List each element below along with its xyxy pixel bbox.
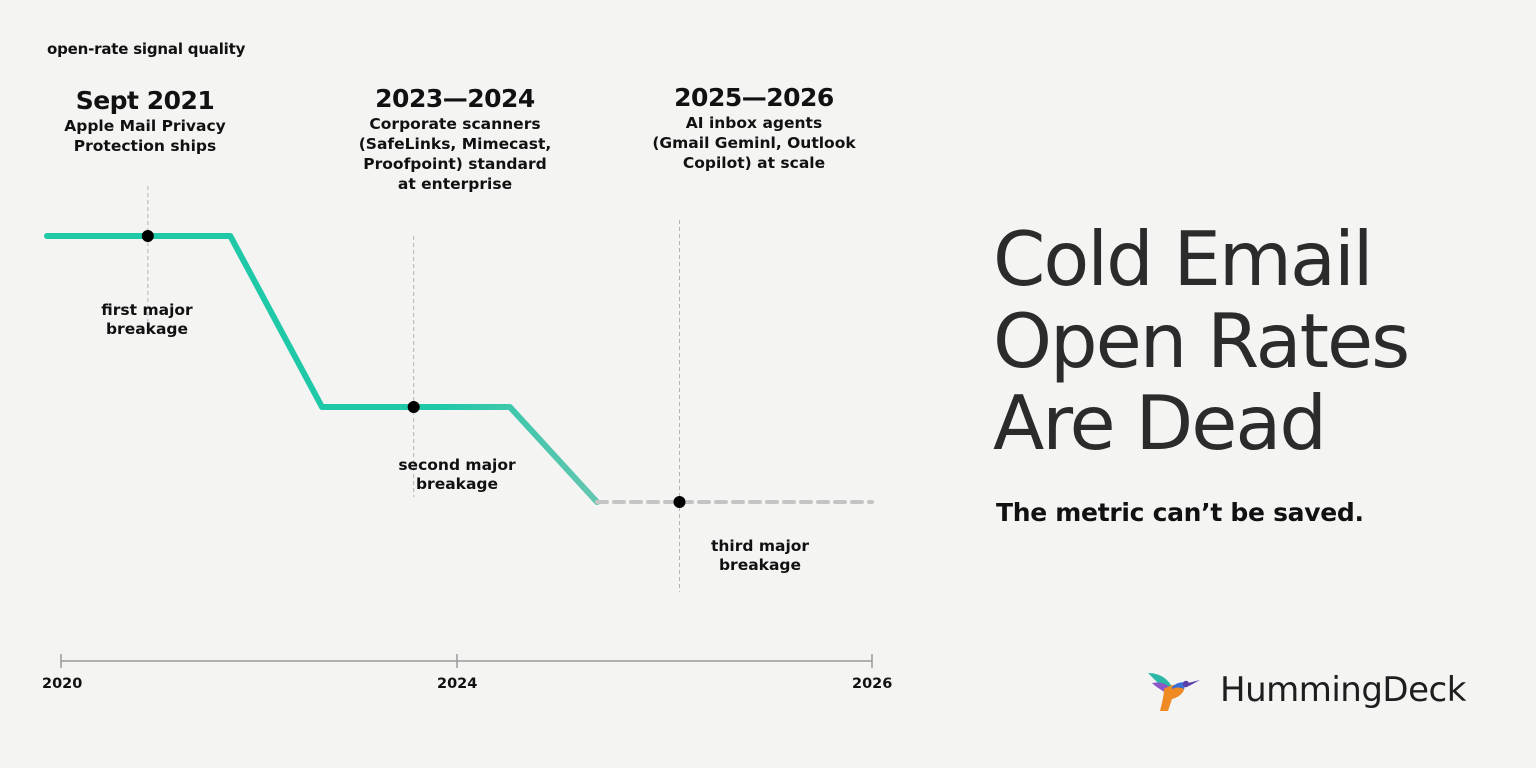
breakage-marker (673, 496, 686, 508)
hummingbird-icon (1148, 673, 1200, 711)
breakage-marker (407, 401, 420, 413)
timeline-chart (44, 186, 874, 668)
event-2023-2024: 2023—2024 Corporate scanners (SafeLinks,… (335, 84, 575, 194)
breakage-label-second: second major breakage (398, 456, 516, 493)
event-date: Sept 2021 (75, 86, 215, 115)
event-description: Corporate scanners (SafeLinks, Mimecast,… (358, 115, 552, 193)
event-description: AI inbox agents (Gmail Geminl, Outlook C… (652, 114, 856, 172)
breakage-label-first: first major breakage (101, 301, 193, 338)
x-tick-label-2026: 2026 (852, 676, 893, 692)
event-description: Apple Mail Privacy Protection ships (64, 117, 226, 155)
y-axis-label: open-rate signal quality (47, 40, 246, 58)
series-line-main (44, 233, 600, 505)
event-2025-2026: 2025—2026 AI inbox agents (Gmail Geminl,… (634, 83, 874, 173)
event-date: 2025—2026 (674, 83, 834, 112)
breakage-marker (141, 230, 154, 242)
brand-name: HummingDeck (1220, 670, 1466, 710)
event-sept-2021: Sept 2021 Apple Mail Privacy Protection … (25, 86, 265, 156)
brand-logo: HummingDeck (1146, 666, 1466, 714)
page-title: Cold Email Open Rates Are Dead (993, 215, 1410, 467)
page-subtitle: The metric can’t be saved. (996, 498, 1364, 527)
event-date: 2023—2024 (375, 84, 535, 113)
x-tick-label-2024: 2024 (437, 676, 478, 692)
x-tick-label-2020: 2020 (42, 676, 83, 692)
breakage-label-third: third major breakage (710, 537, 810, 574)
